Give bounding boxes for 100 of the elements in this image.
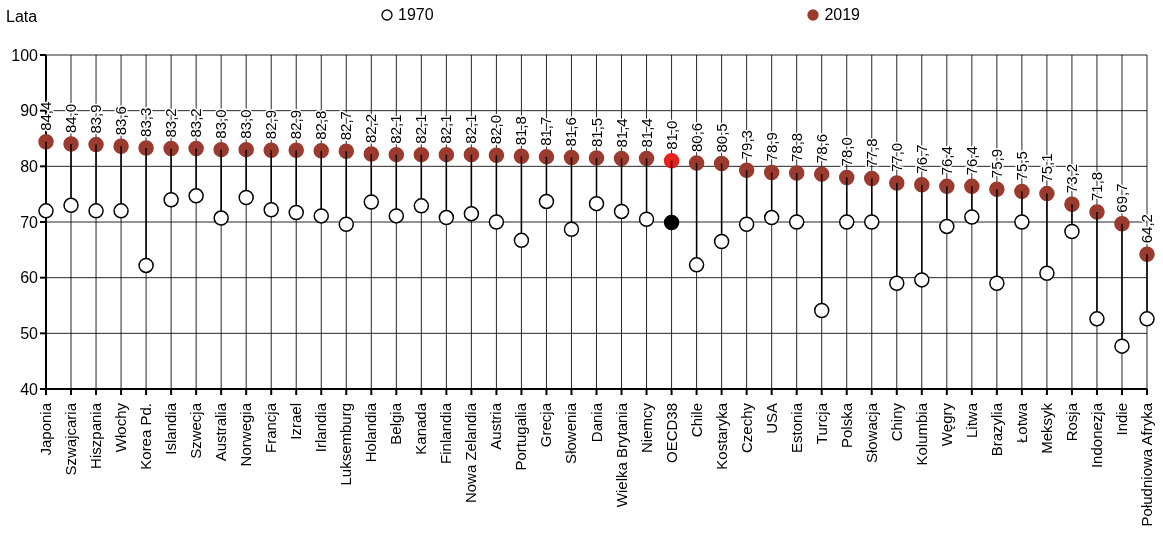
x-tick-label: Hiszpania	[87, 402, 105, 469]
x-tick-label: Słowenia	[562, 402, 580, 464]
data-label: 82,7	[337, 111, 355, 141]
data-label: 78,8	[787, 132, 805, 163]
data-label: 76,4	[962, 146, 980, 176]
x-tick-label: Holandia	[362, 402, 380, 463]
data-label: 83,9	[87, 104, 105, 134]
x-tick-label: Australia	[212, 402, 230, 462]
y-axis-title: Lata	[6, 8, 38, 26]
x-tick-label: Nowa Zelandia	[462, 402, 480, 504]
x-tick-label: Łotwa	[1012, 402, 1030, 444]
data-label: 77,8	[862, 138, 880, 168]
data-label: 81,4	[637, 118, 655, 148]
data-label: 82,0	[487, 115, 505, 145]
data-label: 76,7	[912, 144, 930, 174]
data-label: 78,9	[762, 132, 780, 162]
data-label: 81,7	[537, 116, 555, 146]
x-tick-label: Włochy	[112, 402, 130, 453]
data-label: 80,5	[712, 123, 730, 153]
data-label: 82,8	[312, 110, 330, 140]
x-tick-label: Korea Pd.	[137, 403, 155, 470]
data-label: 81,6	[562, 117, 580, 147]
x-tick-label: Brazylia	[987, 402, 1005, 457]
data-label: 82,2	[362, 113, 380, 144]
y-tick-label: 100	[11, 46, 39, 64]
x-tick-label: Indonezja	[1087, 402, 1105, 469]
x-tick-label: Szwajcaria	[62, 402, 80, 476]
x-tick-label: Finlandia	[437, 402, 455, 464]
x-tick-label: Izrael	[287, 403, 305, 440]
data-label: 75,5	[1012, 151, 1030, 181]
data-label: 84,4	[37, 101, 54, 131]
data-label: 83,0	[212, 109, 230, 139]
data-label: 82,1	[387, 114, 405, 144]
data-label: 81,0	[662, 120, 680, 150]
x-tick-label: Południowa Afryka	[1138, 402, 1155, 527]
data-label: 75,9	[987, 148, 1005, 179]
x-tick-label: Dania	[587, 402, 605, 443]
y-tick-label: 60	[20, 269, 39, 287]
x-tick-label: Irlandia	[312, 402, 330, 453]
legend-label: 2019	[824, 6, 860, 24]
y-tick-label: 70	[20, 213, 39, 231]
data-label: 76,4	[937, 146, 955, 176]
data-label: 80,6	[687, 122, 705, 152]
x-tick-label: Szwecja	[187, 402, 205, 459]
x-tick-label: Polska	[837, 402, 855, 449]
data-label: 81,4	[612, 118, 630, 148]
data-label: 82,1	[412, 114, 430, 144]
data-label: 82,9	[262, 109, 280, 140]
x-tick-label: Kostaryka	[712, 402, 730, 470]
x-tick-label: Niemcy	[637, 402, 655, 454]
x-tick-label: Estonia	[787, 402, 805, 454]
x-tick-label: Portugalia	[512, 402, 530, 471]
x-tick-label: Turcja	[812, 402, 830, 445]
x-tick-label: Japonia	[37, 402, 54, 456]
data-label: 81,5	[587, 117, 605, 147]
y-tick-label: 40	[20, 380, 39, 398]
y-tick-label: 80	[20, 158, 39, 176]
x-tick-label: Meksyk	[1037, 402, 1055, 454]
x-tick-label: Islandia	[162, 402, 180, 455]
x-tick-label: Kolumbia	[912, 402, 930, 466]
data-label: 84,0	[62, 103, 80, 134]
x-tick-label: Czechy	[737, 402, 755, 454]
data-label: 69,7	[1112, 183, 1130, 213]
data-label: 82,1	[462, 114, 480, 144]
x-tick-label: Kanada	[412, 402, 430, 455]
x-tick-label: Wielka Brytania	[612, 402, 630, 508]
x-tick-label: Norwegia	[237, 402, 255, 467]
x-tick-label: Chile	[687, 403, 705, 438]
data-label: 78,0	[837, 137, 855, 167]
data-label: 83,0	[237, 109, 255, 139]
x-tick-label: Francja	[262, 402, 280, 454]
data-label: 75,1	[1037, 153, 1055, 183]
data-label: 83,3	[137, 107, 155, 137]
data-label: 78,6	[812, 133, 830, 164]
data-label: 77,0	[887, 142, 905, 173]
data-label: 82,1	[437, 114, 455, 144]
x-tick-label: Belgia	[387, 402, 405, 445]
x-tick-label: Słowacja	[862, 402, 880, 464]
x-tick-label: Węgry	[937, 402, 955, 447]
y-tick-label: 50	[20, 325, 39, 343]
data-label: 73,2	[1062, 163, 1080, 194]
x-tick-label: Austria	[487, 402, 505, 450]
x-tick-label: Chiny	[887, 402, 905, 442]
data-label: 71,8	[1087, 171, 1105, 201]
x-tick-label: Indie	[1112, 403, 1130, 436]
x-tick-label: OECD38	[662, 403, 680, 464]
legend-label: 1970	[398, 6, 434, 24]
data-label: 64,2	[1138, 214, 1155, 244]
x-tick-label: Grecja	[537, 402, 555, 448]
data-label: 83,2	[162, 108, 180, 138]
data-label: 81,8	[512, 116, 530, 146]
x-tick-label: Litwa	[962, 402, 980, 439]
data-label: 83,6	[112, 106, 130, 136]
y-tick-label: 90	[20, 102, 39, 120]
x-tick-label: Luksemburg	[337, 403, 355, 486]
x-tick-label: USA	[762, 403, 780, 434]
data-label: 79,3	[737, 130, 755, 160]
data-label: 82,9	[287, 109, 305, 140]
data-label: 83,2	[187, 108, 205, 138]
x-tick-label: Rosja	[1062, 402, 1080, 442]
